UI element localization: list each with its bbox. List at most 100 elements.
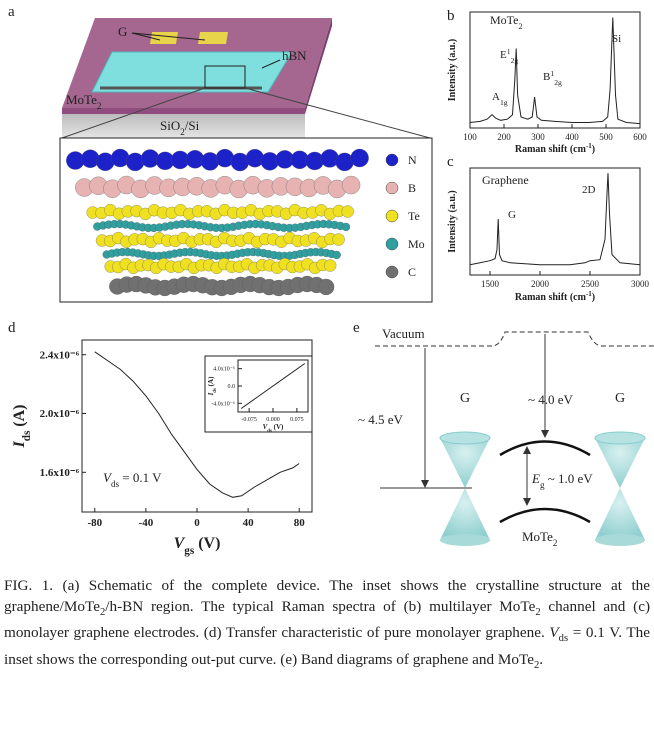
panel-label: a bbox=[8, 4, 15, 20]
atom bbox=[342, 176, 360, 194]
y-axis-label: Ids (A) bbox=[11, 404, 33, 448]
label: ~ 4.0 eV bbox=[528, 392, 574, 407]
x-tick-label: 600 bbox=[633, 132, 647, 142]
legend-swatch bbox=[386, 182, 398, 194]
label: G bbox=[118, 24, 127, 39]
text-run: Intensity (a.u.) bbox=[447, 39, 458, 102]
text-run: 1 bbox=[550, 69, 554, 78]
arrowhead bbox=[421, 480, 429, 488]
gate-pad bbox=[150, 32, 178, 44]
hbn-flake bbox=[92, 52, 292, 92]
label: Vacuum bbox=[382, 326, 425, 341]
x-tick-label: 1500 bbox=[481, 279, 500, 289]
text-run: 2g bbox=[554, 78, 562, 87]
conduction-band bbox=[500, 442, 590, 456]
x-tick-label: 0 bbox=[194, 517, 200, 529]
legend-swatch bbox=[386, 154, 398, 166]
legend-swatch bbox=[386, 210, 398, 222]
legend-label: Mo bbox=[408, 237, 425, 251]
panel-label: b bbox=[447, 8, 455, 24]
label: MoTe2 bbox=[522, 529, 558, 548]
x-tick-label: 3000 bbox=[631, 279, 650, 289]
chart-title: MoTe2 bbox=[490, 13, 523, 31]
text-run: 2 bbox=[519, 22, 523, 31]
x-axis-label: Vgs (V) bbox=[174, 535, 221, 557]
annotation: B12g bbox=[543, 69, 562, 87]
x-axis-label: Raman shift (cm-1) bbox=[515, 142, 595, 155]
dirac-cone bbox=[440, 432, 490, 546]
panel-label: c bbox=[447, 154, 454, 170]
label: hBN bbox=[282, 48, 307, 63]
arrowhead bbox=[541, 430, 549, 438]
x-tick-label: 2500 bbox=[581, 279, 600, 289]
text-run: SiO bbox=[160, 118, 180, 133]
annotation: G bbox=[508, 209, 516, 221]
y-axis-label: Intensity (a.u.) bbox=[447, 190, 458, 253]
text-run: ds bbox=[21, 430, 33, 441]
text-run: MoTe bbox=[490, 13, 519, 27]
text-run: Si bbox=[612, 33, 621, 45]
text-run: MoTe bbox=[66, 92, 97, 107]
y-tick-label: 1.6x10⁻⁶ bbox=[40, 467, 80, 479]
x-tick-label: 2000 bbox=[531, 279, 550, 289]
text-run: E bbox=[531, 471, 540, 486]
text-run: B bbox=[543, 71, 550, 83]
x-tick-label: 200 bbox=[497, 132, 511, 142]
text-run: A bbox=[492, 91, 500, 103]
caption-run: V bbox=[549, 624, 558, 641]
annotation: Si bbox=[612, 33, 621, 45]
label: ~ 4.5 eV bbox=[358, 412, 404, 427]
gate-pad bbox=[198, 32, 228, 44]
legend-label: N bbox=[408, 153, 417, 167]
caption-run: /h-BN region. The typical Raman spectra … bbox=[105, 598, 535, 615]
arrowhead bbox=[523, 446, 531, 454]
atom bbox=[246, 149, 264, 167]
x-tick-label: 100 bbox=[463, 132, 477, 142]
panel-label: d bbox=[8, 320, 16, 336]
chart-title: Graphene bbox=[482, 173, 529, 187]
text-run: Raman shift (cm bbox=[515, 144, 587, 155]
text-run: (A) bbox=[11, 404, 28, 430]
text-run: 2 bbox=[553, 538, 558, 548]
text-run: 2 bbox=[97, 101, 102, 111]
y-tick-label: 0.0 bbox=[228, 384, 236, 390]
annotation: A1g bbox=[492, 91, 508, 107]
text-run: 1g bbox=[500, 98, 508, 107]
caption: FIG. 1. (a) Schematic of the complete de… bbox=[4, 576, 650, 676]
x-tick-label: -80 bbox=[87, 517, 102, 529]
y-tick-label: 2.4x10⁻⁶ bbox=[40, 349, 80, 361]
text-run: /Si bbox=[185, 118, 200, 133]
x-tick-label: 400 bbox=[565, 132, 579, 142]
annotation: 2D bbox=[582, 184, 596, 196]
x-tick-label: 0.075 bbox=[290, 417, 304, 423]
label: e bbox=[353, 320, 360, 336]
atom bbox=[324, 260, 336, 272]
label: G bbox=[460, 391, 470, 406]
dirac-cone bbox=[595, 432, 645, 546]
legend-label: Te bbox=[408, 209, 420, 223]
y-axis-label: Intensity (a.u.) bbox=[447, 39, 458, 102]
page: {"panel_a":{"label":"a","gate":"G","hbn"… bbox=[0, 0, 654, 733]
text-run: ) bbox=[592, 144, 595, 155]
atom bbox=[333, 234, 345, 246]
annotation: Vds = 0.1 V bbox=[103, 470, 162, 489]
atom bbox=[342, 206, 354, 218]
atom bbox=[333, 251, 341, 259]
text-run: Intensity (a.u.) bbox=[447, 190, 458, 253]
x-tick-label: 300 bbox=[531, 132, 545, 142]
text-run: MoTe bbox=[522, 529, 553, 544]
text-run: Graphene bbox=[482, 173, 529, 187]
label: G bbox=[615, 391, 625, 406]
text-run: ) bbox=[592, 292, 595, 303]
atom bbox=[318, 279, 334, 295]
x-tick-label: -40 bbox=[139, 517, 154, 529]
y-tick-label: -4.0x10⁻⁶ bbox=[211, 401, 235, 407]
legend-swatch bbox=[386, 266, 398, 278]
legend-swatch bbox=[386, 238, 398, 250]
text-run: 2D bbox=[582, 184, 596, 196]
y-tick-label: 2.0x10⁻⁶ bbox=[40, 408, 80, 420]
text-run: G bbox=[508, 209, 516, 221]
x-tick-label: 80 bbox=[294, 517, 306, 529]
text-run: (V) bbox=[272, 423, 284, 431]
